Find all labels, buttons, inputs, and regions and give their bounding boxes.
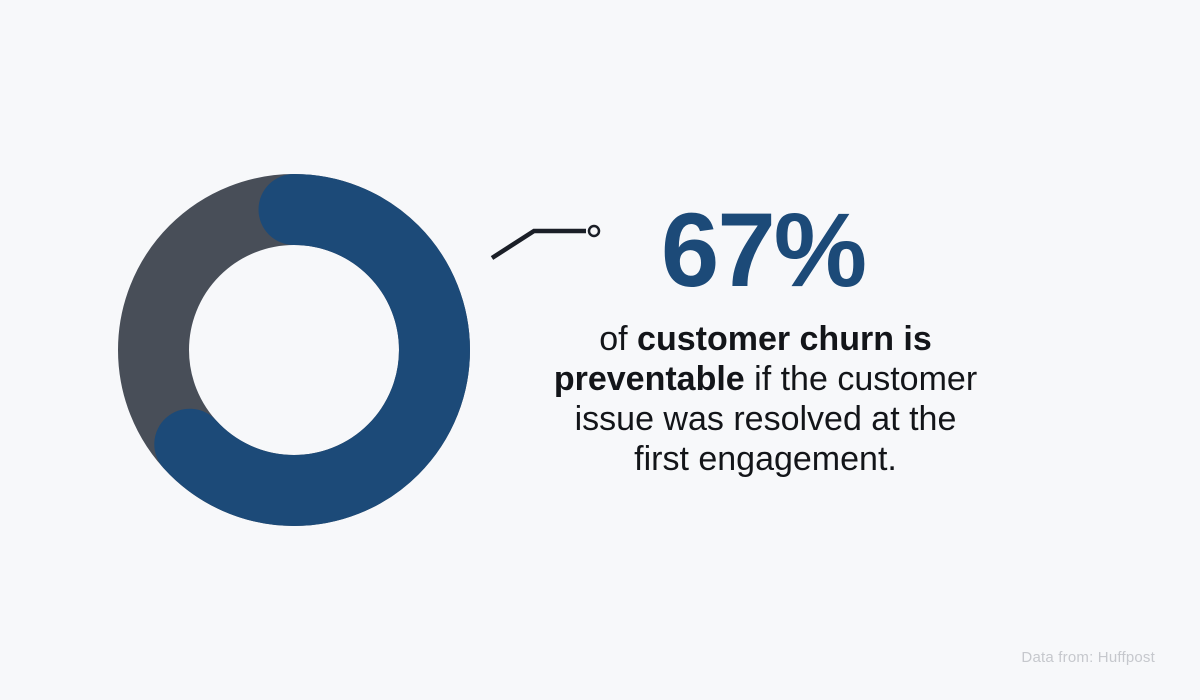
stat-description: of customer churn is preventable if the … bbox=[553, 319, 978, 479]
description-bold: customer churn is preventable bbox=[553, 320, 932, 398]
stat-value: 67% bbox=[660, 192, 867, 309]
leader-pointer bbox=[490, 224, 601, 260]
donut-value-arc bbox=[118, 174, 470, 526]
leader-line bbox=[490, 228, 586, 260]
donut-chart bbox=[118, 174, 470, 526]
data-source-note: Data from: Huffpost bbox=[1021, 649, 1155, 666]
description-suffix: if the customer issue was resolved at th… bbox=[574, 360, 978, 478]
leader-endpoint-dot-icon bbox=[587, 224, 601, 238]
description-prefix: of bbox=[599, 320, 638, 358]
